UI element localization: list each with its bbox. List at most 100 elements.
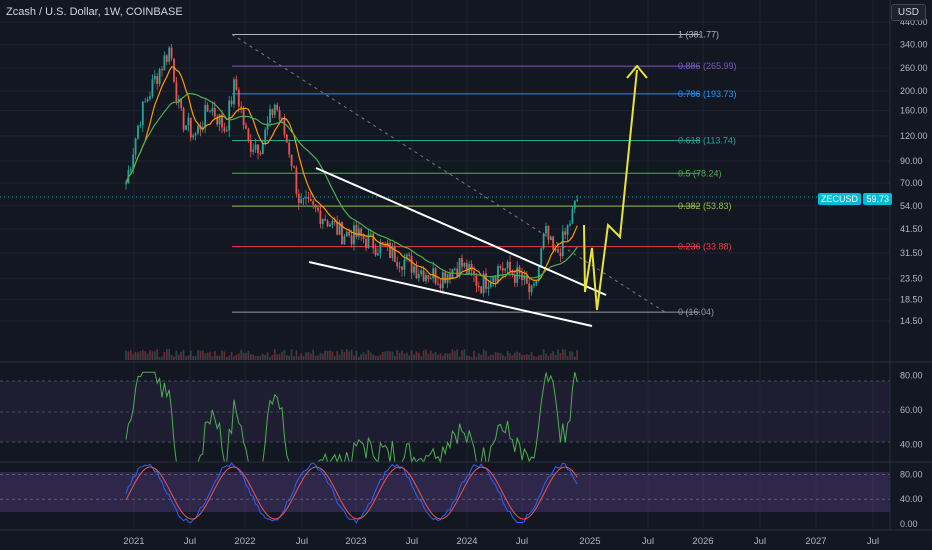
volume-bar	[374, 355, 377, 360]
volume-bar	[487, 356, 490, 360]
volume-bar	[408, 355, 410, 360]
volume-bar	[288, 355, 290, 360]
volume-bar	[197, 350, 199, 360]
wedge-upper-trendline	[315, 167, 607, 296]
volume-bar	[259, 355, 262, 360]
candle-body	[506, 261, 509, 269]
candle-body	[389, 242, 391, 258]
volume-bar	[396, 350, 398, 360]
rsi-tick-label: 40.00	[900, 440, 923, 450]
volume-bar	[463, 349, 466, 360]
candle-body	[170, 47, 173, 59]
candle-body	[321, 219, 324, 225]
volume-bar	[156, 349, 158, 360]
candle-body	[257, 144, 259, 153]
price-tick-label: 18.50	[900, 295, 923, 305]
volume-bar	[442, 355, 444, 360]
volume-bar	[295, 350, 298, 360]
candle-body	[144, 101, 147, 103]
candle-body	[547, 225, 550, 240]
candle-body	[509, 261, 511, 272]
price-tick-label: 160.00	[900, 106, 928, 116]
time-tick-label: 2026	[692, 536, 713, 547]
volume-bar	[271, 355, 274, 360]
candle-body	[405, 254, 408, 260]
volume-bar	[430, 350, 432, 360]
volume-bar	[300, 353, 302, 360]
candle-body	[564, 231, 567, 235]
candle-body	[218, 114, 221, 125]
chart-title: Zcash / U.S. Dollar, 1W, COINBASE	[6, 6, 183, 18]
volume-bar	[341, 349, 343, 360]
price-tick-label: 200.00	[900, 86, 928, 96]
candle-body	[168, 47, 171, 62]
candle-body	[408, 254, 411, 256]
volume-bar	[394, 355, 396, 360]
volume-bar	[533, 355, 535, 360]
volume-bar	[322, 353, 324, 360]
candle-body	[432, 268, 435, 279]
volume-bar	[509, 353, 511, 360]
candle-body	[367, 234, 370, 249]
volume-bar	[353, 355, 355, 360]
candle-body	[175, 82, 178, 102]
volume-bar	[365, 354, 367, 360]
volume-bar	[485, 350, 487, 360]
candle-body	[307, 196, 310, 199]
candle-body	[149, 96, 151, 100]
volume-bar	[170, 354, 173, 360]
time-tick-label: 2022	[234, 536, 255, 547]
volume-bar	[209, 351, 211, 360]
volume-bar	[233, 356, 235, 360]
candle-body	[357, 228, 360, 237]
time-tick-label: 2023	[345, 536, 366, 547]
fib-label: 0.786 (193.73)	[678, 89, 737, 99]
volume-bar	[343, 351, 346, 360]
volume-bar	[461, 350, 463, 360]
candle-body	[523, 275, 526, 281]
candle-body	[158, 69, 161, 84]
currency-button[interactable]: USD	[890, 4, 926, 21]
candle-body	[209, 111, 211, 113]
candle-body	[249, 140, 252, 152]
time-tick-label: Jul	[406, 536, 418, 547]
rsi-band	[0, 381, 890, 442]
volume-bar	[502, 354, 504, 360]
volume-bar	[202, 350, 204, 360]
candle-body	[362, 235, 365, 240]
candle-body	[487, 286, 490, 289]
candle-body	[372, 233, 375, 249]
fib-label: 0.618 (113.74)	[678, 136, 736, 146]
price-tick-label: 260.00	[900, 63, 928, 73]
volume-bar	[576, 349, 578, 360]
volume-bar	[245, 352, 247, 360]
time-tick-label: Jul	[184, 536, 196, 547]
volume-bar	[166, 349, 168, 360]
volume-bar	[235, 354, 238, 360]
volume-bar	[238, 353, 240, 360]
volume-bar	[283, 350, 286, 360]
fib-label: 0 (16.04)	[678, 307, 714, 317]
volume-bar	[545, 353, 547, 360]
candle-body	[393, 246, 396, 263]
volume-bar	[480, 354, 482, 360]
volume-bar	[499, 353, 502, 360]
volume-bar	[226, 356, 228, 360]
candle-body	[297, 193, 300, 204]
volume-bar	[185, 356, 187, 360]
candle-body	[211, 108, 214, 112]
candle-body	[326, 220, 329, 227]
volume-bar	[557, 349, 559, 360]
candle-body	[365, 239, 367, 249]
volume-bar	[252, 354, 254, 360]
candle-body	[420, 270, 423, 275]
volume-bar	[454, 351, 456, 360]
candle-body	[259, 152, 262, 154]
volume-bar	[317, 355, 319, 360]
candle-body	[542, 233, 545, 249]
candle-body	[336, 221, 339, 235]
candle-body	[213, 108, 216, 117]
candle-body	[271, 108, 274, 115]
volume-bar	[547, 355, 550, 360]
